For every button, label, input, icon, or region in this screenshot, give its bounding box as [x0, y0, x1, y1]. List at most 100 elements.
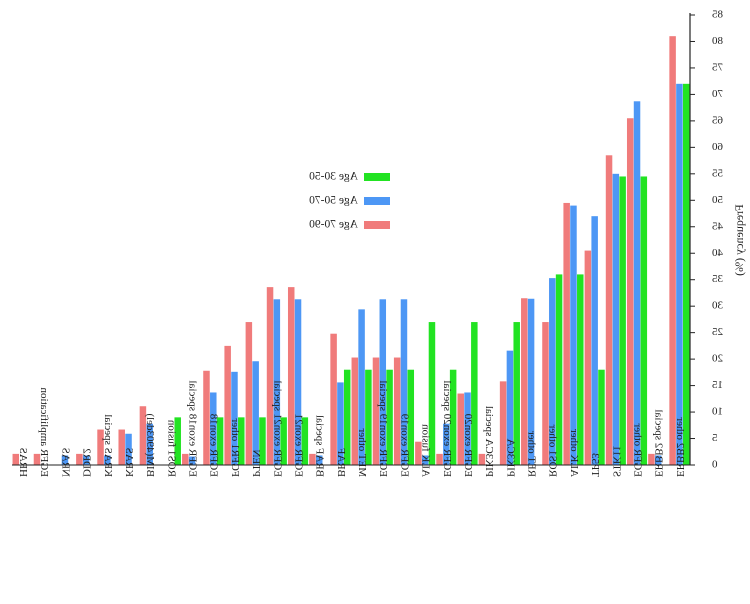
bar-1-12 [259, 417, 266, 465]
bar-3-24 [499, 381, 507, 465]
category-label: STK11 [610, 446, 622, 477]
bar-1-27 [577, 274, 584, 465]
bar-2-31 [654, 455, 662, 465]
category-label: KRAS [123, 448, 135, 477]
bar-2-12 [252, 361, 259, 465]
category-label: DDR2 [81, 448, 93, 477]
bar-3-1 [12, 453, 20, 465]
bar-2-13 [273, 299, 281, 465]
legend-label-2: Age 50-70 [309, 195, 358, 207]
y-tick-label: 5 [712, 432, 718, 444]
bar-3-19 [393, 357, 401, 465]
legend-swatch-1 [364, 173, 390, 181]
bar-2-17 [358, 309, 365, 465]
bar-3-7 [139, 406, 147, 465]
bar-1-26 [555, 274, 563, 465]
legend-swatch-3 [364, 221, 390, 229]
bar-3-9 [182, 453, 189, 465]
legend-swatch-2 [364, 197, 390, 205]
bar-2-15 [315, 455, 323, 465]
bar-3-14 [287, 287, 295, 465]
y-tick-label: 40 [712, 247, 724, 259]
bar-3-31 [648, 453, 655, 465]
legend-group: Age 30-50 Age 50-70 Age 70-90 [309, 171, 390, 231]
category-label: KRAS special [102, 414, 114, 477]
y-tick-label: 75 [712, 61, 724, 73]
bar-3-26 [542, 322, 549, 465]
legend-label-1: Age 30-50 [309, 171, 358, 183]
category-label: PIK3CA special [483, 406, 495, 477]
bar-3-11 [224, 345, 231, 465]
bar-2-6 [125, 433, 132, 465]
category-label: TP53 [589, 453, 601, 477]
category-label: BRAF [335, 448, 347, 477]
bar-2-27 [570, 205, 577, 465]
bar-3-12 [245, 322, 253, 465]
category-label: NRAS [59, 448, 71, 477]
category-labels-group: HRAS EGFR amplification NRAS DDR2 KRAS speci… [17, 380, 686, 477]
category-label: EGFR exon19 [398, 413, 410, 477]
y-tick-label: 45 [712, 220, 724, 232]
y-tick-label: 25 [712, 326, 724, 338]
bar-1-21 [449, 369, 457, 465]
category-label: FGFR1 other [229, 418, 241, 477]
category-label: ALK fusion [420, 424, 432, 477]
y-tick-label: 35 [712, 273, 724, 285]
bar-3-32 [669, 36, 676, 466]
axis-group: 0 5 10 15 20 25 30 35 40 45 50 55 60 65 70 75 80 85 Freque… [12, 9, 746, 471]
category-label: ERBB2 other [674, 417, 686, 477]
bar-3-13 [266, 287, 274, 465]
y-tick-label: 70 [712, 88, 724, 100]
category-label: EGFR exon19 special [377, 380, 389, 477]
y-tick-label: 20 [712, 353, 724, 365]
y-tick-label: 80 [712, 35, 724, 47]
bar-3-2 [33, 453, 41, 465]
y-tick-label: 50 [712, 194, 724, 206]
bar-1-24 [513, 322, 520, 465]
bar-1-19 [407, 369, 415, 465]
bar-3-23 [478, 453, 486, 465]
bar-2-18 [379, 299, 387, 465]
legend-label-3: Age 70-90 [309, 219, 358, 231]
bar-3-22 [457, 393, 464, 465]
category-label: EGFR exon20 special [441, 380, 453, 477]
y-tick-label: 0 [712, 459, 718, 471]
bar-2-24 [506, 350, 514, 465]
bar-2-20 [421, 455, 429, 465]
bar-3-28 [584, 250, 592, 465]
bar-1-17 [365, 369, 372, 465]
bar-2-32 [676, 83, 683, 465]
bar-2-4 [82, 455, 90, 465]
bar-3-10 [203, 370, 210, 465]
bar-3-5 [97, 429, 104, 465]
category-label: BRAF special [314, 415, 326, 477]
category-label: EGFR exon18 [208, 413, 220, 477]
category-label: PTEN [250, 449, 262, 477]
bar-2-5 [104, 455, 111, 465]
bar-1-32 [682, 83, 690, 465]
category-label: PIK3CA [504, 438, 516, 477]
category-label: RET other [526, 431, 538, 477]
category-label: ROS1 fusion [165, 419, 177, 477]
bar-2-28 [591, 216, 598, 465]
bar-2-19 [400, 299, 408, 465]
y-tick-label: 55 [712, 167, 724, 179]
bar-1-28 [598, 369, 605, 465]
bar-1-11 [238, 417, 245, 465]
category-label: EGFR exon20 [462, 413, 474, 477]
bar-2-7 [146, 423, 153, 465]
bar-2-22 [464, 392, 471, 465]
bar-2-3 [61, 455, 69, 465]
bar-1-13 [280, 417, 287, 465]
y-tick-label: 30 [712, 300, 724, 312]
bar-3-4 [76, 453, 83, 465]
y-tick-label: 85 [712, 9, 724, 21]
bar-2-21 [443, 423, 450, 465]
bar-3-25 [521, 298, 528, 465]
bar-3-16 [330, 333, 337, 465]
category-label: EGFR exon18 special [187, 380, 199, 477]
y-tick-label: 15 [712, 379, 724, 391]
y-tick-label: 65 [712, 114, 724, 126]
